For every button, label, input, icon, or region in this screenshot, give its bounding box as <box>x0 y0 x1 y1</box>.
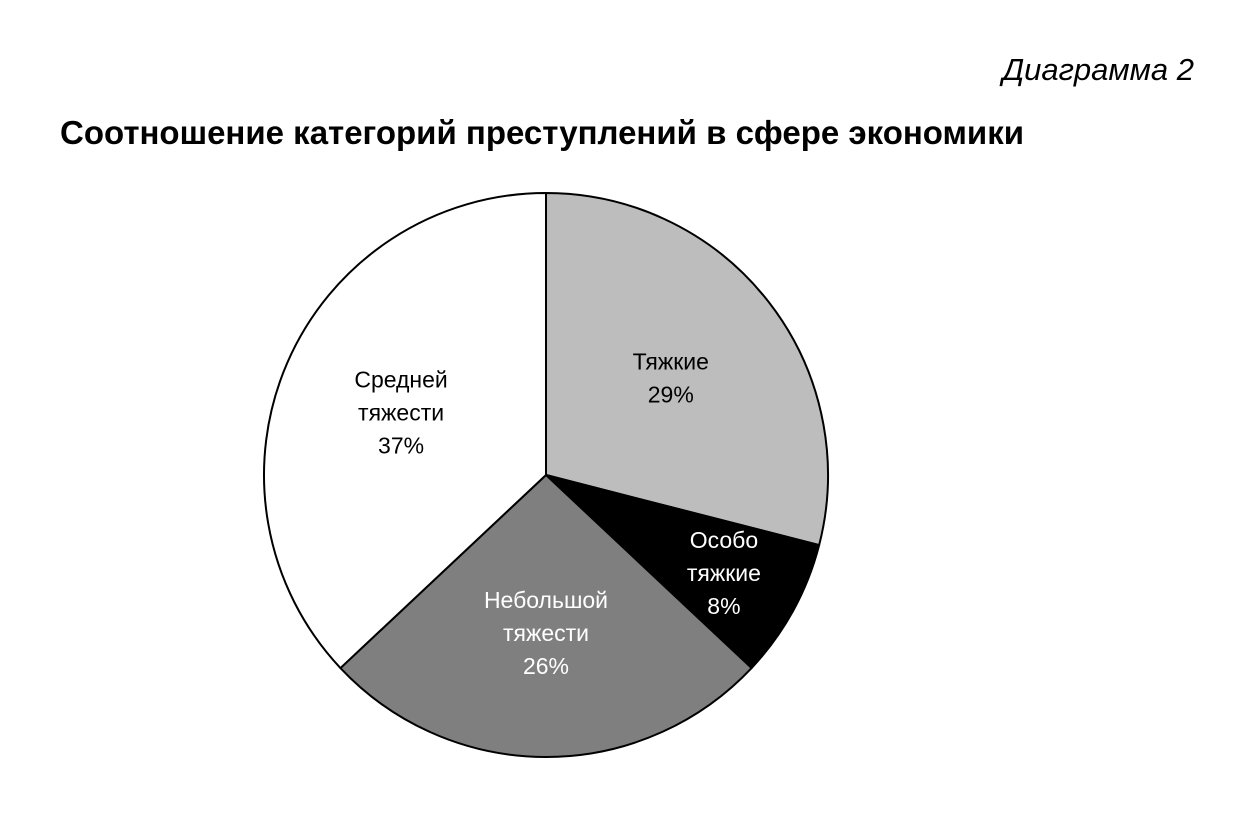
pie-slice-severe <box>545 192 829 547</box>
pie-slice-especially-severe <box>545 474 821 670</box>
pie-slice-category: Небольшой <box>484 587 608 613</box>
pie-slice-percent: 8% <box>707 593 740 619</box>
pie-slice-category: Особо <box>690 527 758 553</box>
pie-slices <box>263 192 829 758</box>
pie-slice-category: Средней <box>354 366 447 392</box>
pie-slice-label-severe: Тяжкие 29% <box>633 349 709 408</box>
pie-slice-category: Тяжкие <box>633 349 709 375</box>
pie-slice-percent: 26% <box>523 653 569 679</box>
pie-slice-label-especially-severe: Особо тяжкие 8% <box>687 527 761 619</box>
pie-slice-percent: 37% <box>378 432 424 458</box>
pie-slice-moderate <box>263 192 547 670</box>
pie-slice-category: тяжести <box>358 399 444 425</box>
pie-labels: Тяжкие 29% Особо тяжкие 8% Небольшой тяжести 26… <box>354 349 761 679</box>
pie-slice-minor <box>339 474 753 758</box>
pie-slice-label-minor: Небольшой тяжести 26% <box>484 587 608 679</box>
pie-slice-percent: 29% <box>648 382 694 408</box>
pie-slice-label-moderate: Средней тяжести 37% <box>354 366 447 458</box>
pie-slice-category: тяжести <box>503 620 589 646</box>
chart-title: Соотношение категорий преступлений в сфе… <box>60 114 1025 151</box>
diagram-number: Диаграмма 2 <box>1002 52 1194 87</box>
pie-slice-category: тяжкие <box>687 560 761 586</box>
